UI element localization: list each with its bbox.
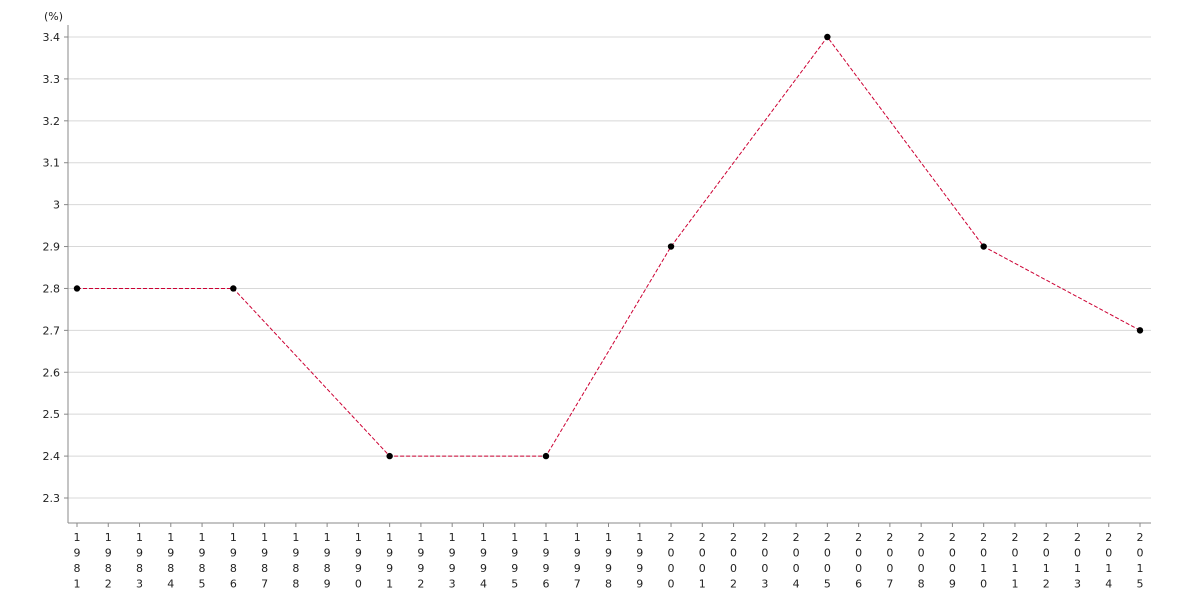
y-axis-unit-label: (%)	[44, 10, 63, 23]
data-point-1991[interactable]	[386, 452, 393, 460]
data-point-2000[interactable]	[667, 243, 675, 250]
y-tick-label: 3.4	[43, 31, 61, 44]
gridlines	[68, 36, 1151, 499]
data-point-2015[interactable]	[1136, 327, 1144, 334]
y-tick-label: 2.8	[43, 282, 61, 295]
y-tick-label: 3.3	[43, 73, 61, 86]
y-tick-label: 2.7	[43, 324, 61, 337]
series-layer	[73, 33, 1144, 460]
y-tick-label: 3	[53, 199, 60, 212]
data-point-1981[interactable]	[73, 285, 81, 292]
data-point-1996[interactable]	[542, 452, 550, 460]
y-tick-label: 2.5	[43, 408, 61, 421]
y-tick-label: 2.3	[43, 492, 61, 505]
x-axis-ticks: 1 9 8 1 1 9 8 2 1 9 8 3 1 9 8 4 1 9 8 5 1 9 8 6 1 9 8 7 1 9 8 8 1 9 8 9 1 9 9 0…	[74, 523, 1144, 591]
data-point-2010[interactable]	[980, 243, 987, 250]
y-tick-label: 2.4	[43, 450, 61, 463]
data-point-1986[interactable]	[230, 285, 237, 292]
series-line	[77, 36, 1141, 457]
y-axis-ticks: 2.3 2.4 2.5 2.6 2.7 2.8 2.9 3 3.1 3.2 3.3 3.4	[43, 31, 68, 505]
y-tick-label: 3.2	[43, 115, 61, 128]
y-tick-label: 2.6	[43, 366, 61, 379]
data-point-2005[interactable]	[824, 33, 831, 41]
y-tick-label: 2.9	[43, 241, 61, 254]
y-tick-label: 3.1	[43, 157, 61, 170]
